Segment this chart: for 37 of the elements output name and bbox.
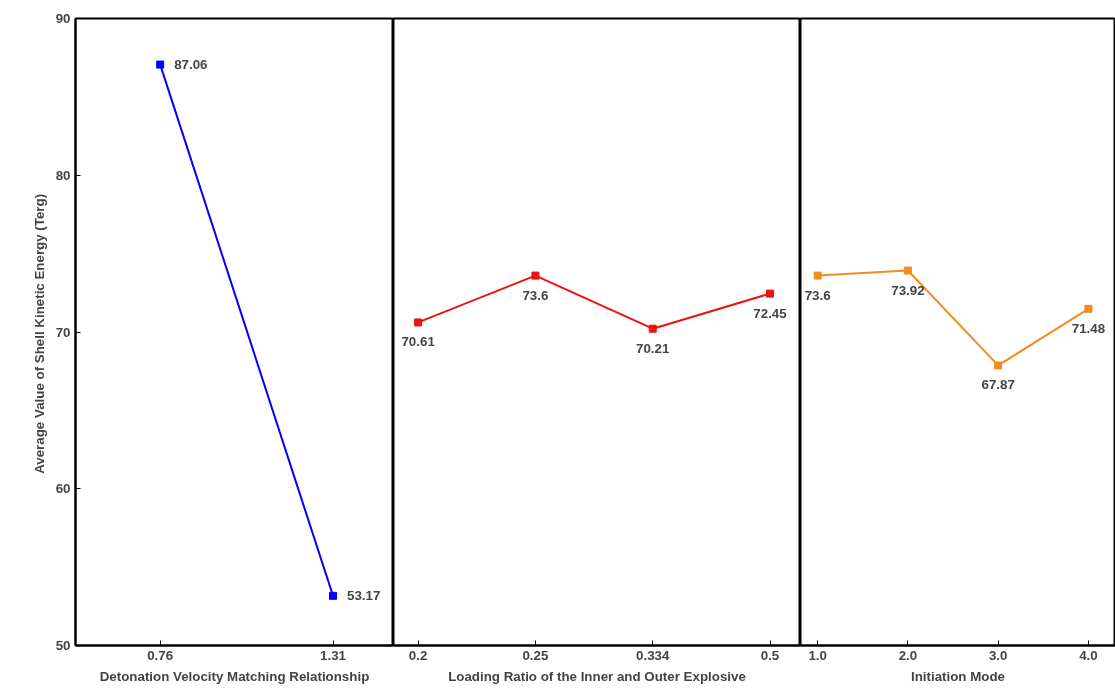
data-label: 73.6 bbox=[804, 287, 831, 303]
data-label: 72.45 bbox=[753, 305, 788, 321]
point bbox=[813, 271, 822, 280]
point bbox=[414, 318, 423, 327]
x-tick-label: 0.25 bbox=[522, 647, 549, 663]
x-tick-label: 0.2 bbox=[408, 647, 428, 663]
y-axis-title: Average Value of Shell Kinetic Energy (Terg) bbox=[31, 193, 47, 474]
x-tick-label: 4.0 bbox=[1079, 647, 1098, 663]
point bbox=[994, 361, 1003, 370]
point bbox=[648, 324, 657, 333]
point bbox=[903, 266, 912, 275]
y-tick-label: 80 bbox=[55, 167, 71, 183]
x-tick-label: 1.31 bbox=[320, 647, 347, 663]
data-label: 67.87 bbox=[981, 377, 1015, 393]
x-tick-label: 3.0 bbox=[988, 647, 1008, 663]
y-tick-label: 60 bbox=[55, 481, 71, 497]
y-tick-label: 70 bbox=[55, 324, 71, 340]
data-label: 73.92 bbox=[891, 282, 925, 298]
x-axis-title: Loading Ratio of the Inner and Outer Explosive bbox=[448, 668, 746, 684]
x-tick-label: 1.0 bbox=[808, 647, 827, 663]
x-tick-label: 2.0 bbox=[898, 647, 918, 663]
x-tick-label: 0.5 bbox=[760, 647, 780, 663]
data-label: 87.06 bbox=[174, 57, 208, 73]
point bbox=[1084, 304, 1093, 313]
data-label: 70.21 bbox=[636, 340, 670, 356]
x-tick-label: 0.334 bbox=[636, 647, 670, 663]
point bbox=[531, 271, 540, 280]
y-tick-label: 90 bbox=[55, 11, 71, 26]
x-tick-label: 0.76 bbox=[147, 647, 174, 663]
data-label: 71.48 bbox=[1071, 320, 1106, 336]
data-label: 53.17 bbox=[347, 588, 381, 604]
data-label: 73.6 bbox=[522, 287, 549, 303]
x-axis-title: Detonation Velocity Matching Relationship bbox=[99, 668, 370, 684]
data-label: 70.61 bbox=[401, 334, 436, 350]
x-axis-title: Initiation Mode bbox=[910, 668, 1006, 684]
point bbox=[766, 289, 774, 298]
y-tick-label: 50 bbox=[55, 638, 71, 653]
